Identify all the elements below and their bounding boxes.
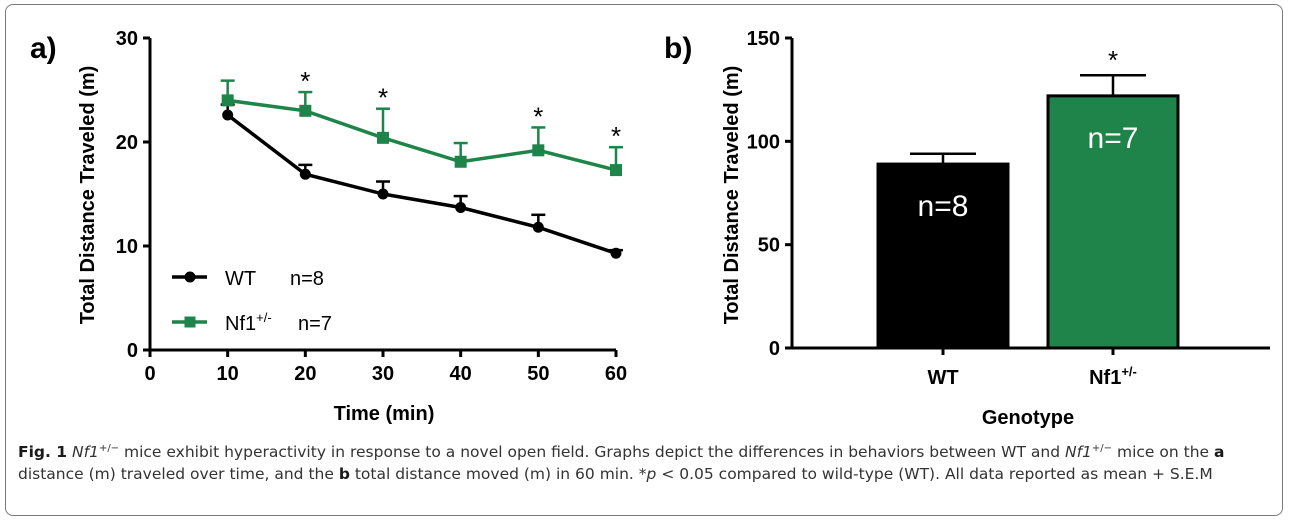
panel-a-x-tick-label: 60: [605, 363, 627, 385]
panel-a-legend: WT n=8 Nf1+/- n=7: [172, 268, 332, 335]
panel-b-y-tick-label: 150: [747, 28, 780, 50]
caption-fig-label: Fig. 1: [18, 443, 68, 462]
panel-a-label: a): [30, 32, 57, 65]
panel-a-wt-point: [377, 188, 389, 200]
panel-b-y-tick-label: 50: [758, 235, 780, 257]
figure-canvas: a) Total Distance Traveled (m) Time (min…: [30, 28, 1270, 429]
panel-a-x-tick-label: 30: [372, 363, 394, 385]
panel-a-y-tick-label: 10: [116, 236, 138, 258]
panel-b-bar-chart: b) Total Distance Traveled (m) Genotype …: [664, 28, 1270, 429]
legend-nf1-marker: [184, 316, 196, 328]
caption-text-4: total distance moved (m) in 60 min. *: [349, 465, 647, 484]
caption-gene-2: Nf1: [1065, 443, 1092, 462]
panel-b-y-tick-label: 100: [747, 131, 780, 153]
caption-panel-b-ref: b: [338, 465, 350, 484]
caption-gene-sup: +/−: [98, 443, 120, 454]
caption-text-2: mice on the: [1112, 443, 1214, 462]
panel-a-nf1-point: [454, 155, 467, 168]
panel-b-y-axis-label: Total Distance Traveled (m): [721, 66, 743, 325]
panel-b-label: b): [664, 32, 692, 65]
panel-a-wt-point: [222, 109, 234, 121]
panel-b-bar-label: n=8: [918, 190, 969, 223]
panel-a-marks: * * * *: [220, 66, 623, 259]
caption-gene: Nf1: [72, 443, 99, 462]
panel-a-significance-marker: *: [533, 101, 543, 131]
panel-a-x-tick-label: 20: [294, 363, 316, 385]
panel-a-axes: 0 10 20 30 0 10 20 30 40 50 60: [116, 28, 627, 385]
figure-caption: Fig. 1 Nf1+/− mice exhibit hyperactivity…: [18, 438, 1270, 485]
panel-a-nf1-point: [610, 164, 622, 177]
panel-a-series-line-wt: [226, 113, 617, 255]
panel-b-bar-label: n=7: [1088, 122, 1139, 155]
panel-b-x-tick-label: Nf1+/-: [1089, 364, 1137, 389]
panel-a-x-tick-label: 40: [450, 363, 472, 385]
panel-b-x-axis-label: Genotype: [982, 407, 1074, 429]
panel-a-significance-marker: *: [378, 83, 388, 113]
caption-gene-2-sup: +/−: [1091, 443, 1113, 454]
panel-a-line-chart: a) Total Distance Traveled (m) Time (min…: [30, 28, 627, 425]
panel-a-nf1-point: [377, 131, 389, 144]
panel-a-y-tick-label: 20: [116, 132, 138, 154]
panel-b-bar-wt: [876, 162, 1010, 350]
panel-b-bar-nf1: [1046, 94, 1180, 350]
panel-a-wt-point: [455, 202, 467, 214]
panel-b-marks: n=8 n=7 *: [876, 45, 1180, 350]
legend-nf1-n: n=7: [298, 313, 332, 335]
panel-a-y-tick-label: 30: [116, 28, 138, 50]
panel-a-x-tick-label: 10: [217, 363, 239, 385]
caption-text-1: mice exhibit hyperactivity in response t…: [119, 443, 1065, 462]
panel-a-y-axis-label: Total Distance Traveled (m): [77, 66, 99, 325]
legend-wt-n: n=8: [290, 268, 324, 290]
panel-a-nf1-point: [299, 104, 312, 117]
panel-a-nf1-point: [221, 94, 234, 107]
panel-b-axes: 0 50 100 150 WT Nf1+/-: [747, 28, 1270, 389]
caption-text-5: < 0.05 compared to wild-type (WT). All d…: [656, 465, 1213, 484]
panel-a-significance-marker: *: [300, 66, 310, 96]
caption-p: p: [646, 465, 657, 484]
panel-a-wt-point: [299, 168, 311, 180]
panel-a-x-tick-label: 50: [527, 363, 549, 385]
legend-wt-marker: [184, 271, 196, 283]
panel-a-x-axis-label: Time (min): [334, 403, 435, 425]
legend-nf1-label: Nf1+/-: [225, 310, 272, 335]
panel-b-y-tick-label: 0: [769, 338, 780, 360]
panel-a-y-tick-label: 0: [127, 340, 138, 362]
panel-a-wt-point: [532, 221, 544, 233]
panel-a-significance-marker: *: [611, 121, 621, 151]
panel-b-x-tick-label: WT: [927, 367, 958, 389]
legend-wt-label: WT: [225, 268, 256, 290]
caption-panel-a-ref: a: [1213, 443, 1225, 462]
panel-a-x-tick-label: 0: [144, 363, 155, 385]
caption-text-3: distance (m) traveled over time, and the: [18, 465, 339, 484]
panel-a-series-line-nf1: [227, 98, 617, 172]
panel-a-nf1-point: [532, 144, 545, 157]
panel-b-significance-marker: *: [1108, 45, 1118, 75]
panel-a-wt-point: [610, 247, 622, 259]
